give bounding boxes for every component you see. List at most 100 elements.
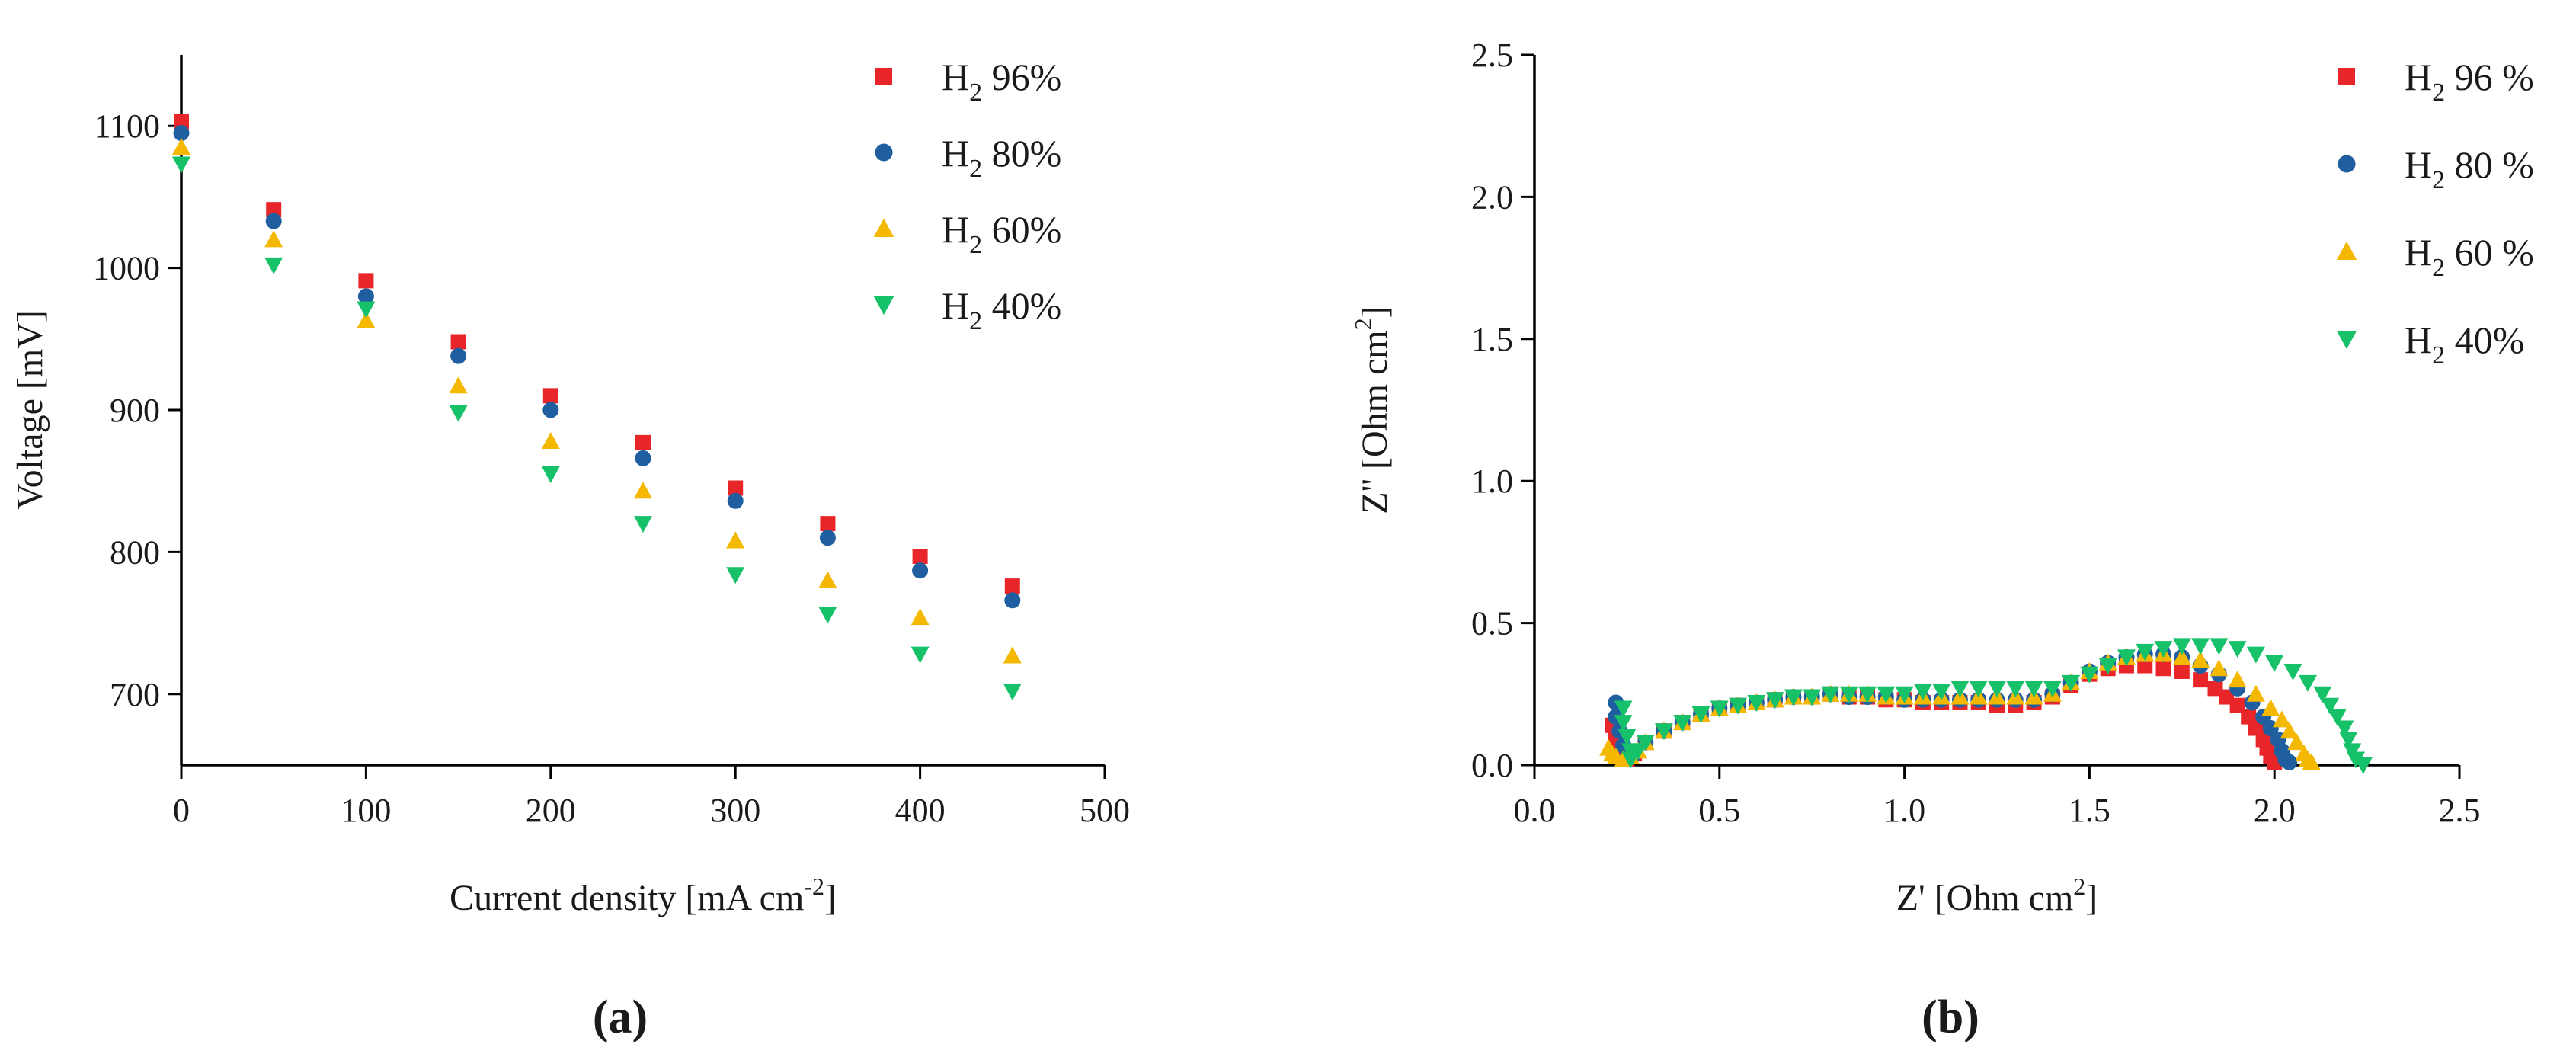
data-point — [449, 405, 468, 422]
data-point — [1636, 735, 1655, 752]
data-point — [2080, 666, 2099, 684]
data-point — [357, 288, 374, 305]
data-point — [449, 376, 468, 394]
data-point — [1765, 692, 1784, 709]
x-tick-label: 400 — [895, 792, 946, 829]
data-point — [2283, 663, 2302, 681]
data-point — [1618, 729, 1637, 746]
legend-label-rest: 80 % — [2445, 143, 2534, 186]
y-tick-label: 2.0 — [1471, 178, 1513, 216]
y-axis-title-superscript: 2 — [1349, 318, 1377, 330]
legend-label-main: H — [942, 132, 969, 175]
data-point — [1654, 723, 1673, 741]
y-axis-title: Z'' [Ohm cm2] — [1349, 306, 1395, 514]
data-point — [2191, 638, 2210, 655]
x-axis-title: Z' [Ohm cm2] — [1896, 873, 2098, 918]
data-point — [1839, 686, 1858, 703]
legend-label-main: H — [2405, 143, 2432, 186]
x-tick-label: 300 — [710, 792, 760, 829]
data-point — [728, 480, 744, 496]
data-point — [266, 202, 282, 218]
data-point — [174, 114, 189, 130]
data-point — [1877, 686, 1896, 703]
y-axis-title: Voltage [mV] — [10, 310, 50, 510]
y-axis-title-group: Z'' [Ohm cm2] — [1349, 306, 1395, 514]
data-point — [450, 334, 466, 350]
x-tick-label: 500 — [1080, 792, 1130, 829]
data-point — [1673, 715, 1692, 732]
data-point — [726, 531, 745, 549]
data-point — [1004, 578, 1020, 594]
x-tick-label: 2.0 — [2254, 792, 2296, 829]
legend-label-main: H — [942, 208, 969, 251]
legend-label-main: H — [2405, 56, 2432, 98]
data-point — [912, 548, 928, 564]
x-axis-title: Current density [mA cm-2] — [450, 873, 837, 918]
series-triangle-down — [172, 156, 1022, 701]
legend-label-rest: 96% — [982, 56, 1061, 98]
x-axis-title-superscript: 2 — [2073, 873, 2085, 900]
x-tick-label: 100 — [341, 792, 391, 829]
x-tick-label: 1.0 — [1883, 792, 1925, 829]
series-triangle-down — [1614, 638, 2373, 774]
x-tick-label: 1.5 — [2069, 792, 2110, 829]
legend-label-subscript: 2 — [2432, 254, 2445, 282]
series-triangle-up — [172, 138, 1022, 664]
data-point — [1747, 694, 1766, 712]
y-tick-label: 1000 — [93, 250, 160, 287]
legend-label-rest: 60% — [982, 208, 1061, 251]
data-point — [542, 388, 558, 404]
data-point — [2117, 649, 2136, 667]
x-axis-title-end: ] — [2085, 878, 2098, 918]
legend-label: H2 40% — [2405, 319, 2524, 370]
data-point — [357, 301, 376, 319]
data-point — [912, 562, 929, 579]
legend-marker — [2338, 68, 2355, 85]
data-point — [2302, 753, 2321, 770]
data-point — [2193, 672, 2209, 688]
legend-label: H2 96% — [942, 56, 1061, 107]
legend-label-subscript: 2 — [969, 231, 982, 259]
data-point — [1858, 686, 1877, 703]
data-point — [2172, 638, 2191, 655]
data-point — [2246, 684, 2265, 702]
x-axis-title-end: ] — [824, 878, 837, 918]
x-tick-label: 0.0 — [1514, 792, 1556, 829]
data-point — [635, 450, 651, 466]
x-axis-title-superscript: -2 — [804, 873, 824, 900]
data-point — [2006, 681, 2025, 698]
data-point — [1628, 743, 1647, 761]
data-point — [819, 530, 836, 546]
data-point — [1729, 697, 1748, 715]
data-point — [726, 567, 745, 584]
data-point — [2354, 757, 2373, 774]
x-tick-label: 0.5 — [1698, 792, 1740, 829]
data-point — [1003, 684, 1022, 701]
data-point — [2191, 651, 2210, 668]
y-tick-label: 0.5 — [1471, 605, 1513, 642]
legend-label-subscript: 2 — [2432, 341, 2445, 370]
data-point — [541, 466, 560, 483]
data-point — [2313, 686, 2332, 703]
data-point — [1895, 686, 1914, 703]
legend-label: H2 60% — [942, 208, 1061, 259]
x-tick-label: 0 — [173, 792, 190, 829]
data-point — [2136, 643, 2155, 661]
data-point — [2246, 646, 2265, 664]
data-point — [1614, 700, 1633, 718]
legend-label-main: H — [2405, 231, 2432, 274]
y-tick-label: 800 — [110, 533, 160, 571]
data-point — [1950, 681, 1970, 698]
data-point — [2280, 722, 2299, 739]
data-point — [2298, 674, 2317, 692]
data-point — [820, 516, 836, 532]
legend-label: H2 80% — [942, 132, 1061, 183]
y-tick-label: 1100 — [94, 107, 160, 145]
data-point — [2228, 671, 2247, 688]
data-point — [1913, 684, 1932, 701]
legend-label-subscript: 2 — [969, 307, 982, 335]
y-tick-label: 1.0 — [1471, 463, 1513, 500]
legend-label-subscript: 2 — [2432, 78, 2445, 107]
legend-label-main: H — [2405, 319, 2432, 361]
data-point — [1969, 681, 1988, 698]
